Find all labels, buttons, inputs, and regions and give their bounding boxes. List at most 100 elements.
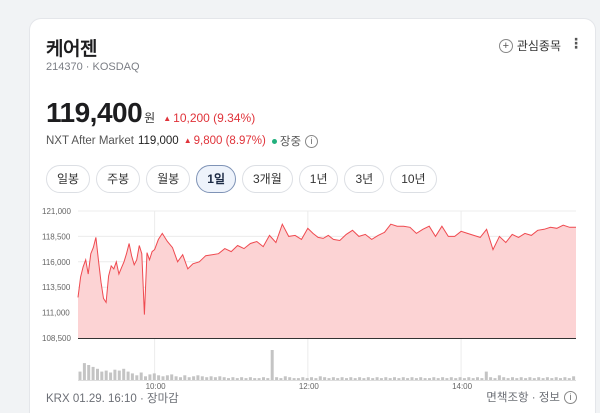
volume-bar bbox=[310, 377, 313, 380]
volume-bar bbox=[205, 377, 209, 380]
volume-bar bbox=[515, 378, 519, 380]
volume-bar bbox=[506, 378, 510, 380]
add-favorite-label: 관심종목 bbox=[516, 39, 561, 53]
volume-bar bbox=[96, 368, 99, 381]
volume-bar bbox=[467, 377, 471, 380]
tab-10years[interactable]: 10년 bbox=[390, 165, 437, 193]
volume-bar bbox=[209, 376, 213, 381]
tab-monthly[interactable]: 월봉 bbox=[146, 165, 191, 193]
info-icon: i bbox=[564, 390, 577, 404]
volume-bar bbox=[331, 377, 335, 380]
volume-bar bbox=[139, 372, 143, 380]
volume-bar bbox=[157, 375, 161, 380]
volume-bar bbox=[353, 378, 357, 380]
y-tick-label: 111,000 bbox=[42, 309, 70, 318]
volume-bar bbox=[266, 378, 270, 380]
volume-bar bbox=[493, 378, 497, 380]
volume-bar bbox=[545, 377, 549, 380]
nxt-price: 119,000 bbox=[137, 135, 179, 147]
price-line bbox=[77, 222, 576, 315]
tab-daily[interactable]: 일봉 bbox=[46, 165, 91, 193]
volume-bar bbox=[480, 378, 484, 380]
volume-bar bbox=[292, 378, 296, 380]
price-change-value: 10,200 (9.34%) bbox=[173, 111, 256, 125]
volume-bar bbox=[559, 378, 562, 380]
volume-bar bbox=[257, 378, 261, 380]
y-tick-label: 113,500 bbox=[42, 283, 71, 292]
volume-bar bbox=[126, 371, 130, 380]
volume-bar bbox=[183, 375, 187, 380]
volume-bar bbox=[371, 378, 375, 380]
volume-bar bbox=[375, 377, 379, 380]
volume-bar bbox=[572, 376, 576, 381]
volume-bar bbox=[82, 363, 86, 380]
volume-bar bbox=[428, 378, 431, 380]
volume-bar bbox=[270, 350, 274, 380]
tab-3years[interactable]: 3년 bbox=[344, 165, 385, 193]
volume-bar bbox=[388, 378, 392, 380]
info-icon[interactable]: i bbox=[305, 134, 319, 148]
up-triangle-icon: ▲ bbox=[183, 136, 192, 145]
volume-bar bbox=[283, 376, 287, 381]
volume-bar bbox=[524, 378, 528, 380]
volume-bar bbox=[497, 375, 501, 380]
volume-bar bbox=[436, 378, 440, 380]
volume-bar bbox=[318, 376, 322, 381]
volume-bar bbox=[541, 378, 545, 380]
x-tick-label: 14:00 bbox=[452, 382, 473, 391]
plus-icon: + bbox=[498, 38, 513, 53]
volume-bar bbox=[502, 377, 506, 380]
volume-bar bbox=[192, 376, 196, 381]
market-status: KRX 01.29. 16:10 · 장마감 bbox=[46, 393, 179, 405]
nxt-change-value: 9,800 (8.97%) bbox=[193, 135, 266, 147]
volume-bar bbox=[410, 377, 414, 380]
volume-bar bbox=[87, 365, 91, 380]
volume-bar bbox=[554, 377, 558, 380]
more-vertical-icon[interactable]: ⋮ bbox=[569, 35, 583, 51]
volume-bar bbox=[91, 366, 95, 380]
volume-bar bbox=[288, 377, 292, 380]
tab-weekly[interactable]: 주봉 bbox=[96, 165, 141, 193]
volume-bar bbox=[130, 373, 134, 380]
volume-bar bbox=[362, 378, 366, 380]
volume-bar bbox=[358, 377, 362, 380]
price-row: 119,400 원 ▲ 10,200 (9.34%) bbox=[46, 97, 255, 129]
price-unit: 원 bbox=[144, 111, 156, 125]
period-tabs: 일봉 주봉 월봉 1일 3개월 1년 3년 10년 bbox=[46, 165, 437, 193]
volume-bar bbox=[135, 375, 139, 380]
volume-bar bbox=[532, 378, 536, 380]
nxt-status: 장중 bbox=[279, 136, 302, 148]
volume-bar bbox=[165, 375, 169, 380]
volume-bar bbox=[109, 372, 113, 380]
volume-bar bbox=[235, 378, 239, 380]
volume-bar bbox=[301, 377, 305, 380]
volume-bar bbox=[104, 370, 108, 380]
volume-bar bbox=[567, 378, 571, 380]
current-price: 119,400 bbox=[46, 97, 143, 128]
volume-bar bbox=[476, 377, 479, 380]
tab-1year[interactable]: 1년 bbox=[298, 165, 339, 193]
add-favorite-button[interactable]: + 관심종목 bbox=[498, 37, 561, 54]
volume-bar bbox=[275, 377, 279, 380]
nxt-change: ▲ 9,800 (8.97%) bbox=[184, 135, 266, 147]
volume-bar bbox=[349, 377, 353, 380]
volume-bar bbox=[445, 378, 449, 380]
volume-bar bbox=[511, 377, 514, 380]
volume-bar bbox=[218, 376, 222, 381]
volume-bar bbox=[340, 377, 344, 380]
volume-bar bbox=[550, 378, 554, 380]
x-tick-label: 12:00 bbox=[299, 382, 320, 391]
volume-bar bbox=[423, 378, 427, 380]
intraday-chart[interactable]: 121,000 118,500 116,000 113,500 111,000 108,5… bbox=[40, 205, 580, 391]
tab-3months[interactable]: 3개월 bbox=[242, 165, 293, 193]
status-dot-icon bbox=[271, 138, 277, 144]
x-tick-label: 10:00 bbox=[146, 382, 167, 391]
volume-bar bbox=[314, 378, 318, 380]
disclaimer-link[interactable]: 면책조항 · 정보 i bbox=[486, 389, 577, 405]
volume-bar bbox=[248, 377, 252, 380]
tab-1day[interactable]: 1일 bbox=[196, 165, 236, 193]
volume-bar bbox=[471, 378, 475, 380]
volume-bar bbox=[414, 378, 418, 380]
volume-bar bbox=[262, 377, 265, 380]
volume-bar bbox=[187, 377, 191, 380]
